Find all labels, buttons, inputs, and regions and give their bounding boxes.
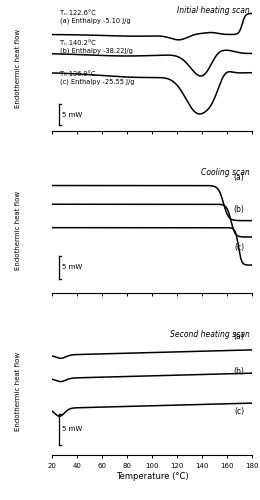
Text: (a): (a) (233, 173, 244, 182)
Text: Tₙ 136.9°C
(c) Enthalpy -25.55 J/g: Tₙ 136.9°C (c) Enthalpy -25.55 J/g (60, 70, 134, 85)
Text: Tₙ 140.2°C
(b) Enthalpy -38.22J/g: Tₙ 140.2°C (b) Enthalpy -38.22J/g (60, 40, 133, 54)
Text: 5 mW: 5 mW (62, 426, 82, 432)
Text: Endothermic heat flow: Endothermic heat flow (15, 352, 21, 432)
Text: Initial heating scan: Initial heating scan (177, 6, 250, 16)
Text: (b): (b) (233, 204, 244, 214)
Text: Cooling scan: Cooling scan (202, 168, 250, 177)
Text: Endothermic heat flow: Endothermic heat flow (15, 190, 21, 270)
Text: Tₙ 122.6°C
(a) Enthalpy -5.10 J/g: Tₙ 122.6°C (a) Enthalpy -5.10 J/g (60, 10, 131, 24)
Text: (b): (b) (233, 366, 244, 376)
Text: 5 mW: 5 mW (62, 264, 82, 270)
Text: Endothermic heat flow: Endothermic heat flow (15, 28, 21, 108)
Text: (c): (c) (234, 407, 244, 416)
Text: Second heating scan: Second heating scan (170, 330, 250, 339)
X-axis label: Temperature (°C): Temperature (°C) (116, 472, 188, 481)
Text: 5 mW: 5 mW (62, 112, 82, 117)
Text: (c): (c) (234, 242, 244, 252)
Text: (a): (a) (233, 332, 244, 342)
